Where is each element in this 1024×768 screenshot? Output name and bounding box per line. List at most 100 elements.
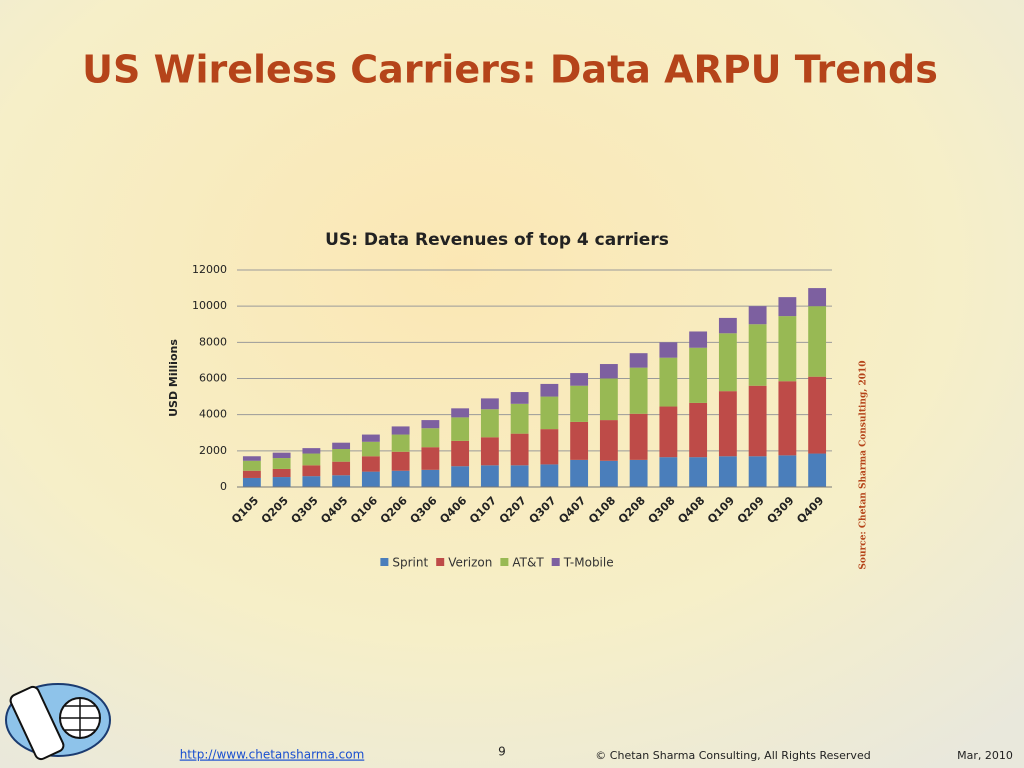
bar-segment (421, 469, 440, 487)
bar-segment (718, 333, 737, 392)
bar-segment (302, 453, 321, 466)
bar-segment (421, 428, 440, 448)
bar-segment (629, 367, 648, 414)
bar-segment (718, 391, 737, 457)
bar-segment (272, 458, 291, 469)
bar-segment (629, 353, 648, 368)
bar-segment (302, 448, 321, 454)
bar-segment (361, 471, 380, 487)
bar-segment (689, 457, 708, 487)
bar-segment (391, 434, 410, 452)
bar-segment (510, 433, 529, 466)
bar-segment (451, 408, 470, 418)
legend-label: Verizon (448, 556, 492, 570)
legend-swatch (551, 558, 560, 566)
bar-segment (778, 381, 797, 456)
bar-segment (808, 306, 827, 377)
date: Mar, 2010 (957, 749, 1013, 762)
bar-segment (480, 409, 499, 438)
bar-segment (242, 460, 261, 471)
bar-segment (242, 470, 261, 478)
bar-segment (480, 437, 499, 466)
bar-segment (570, 421, 589, 460)
page-number: 9 (498, 745, 506, 759)
chart-title: US: Data Revenues of top 4 carriers (325, 230, 669, 250)
bar-segment (778, 455, 797, 487)
bar-segment (778, 316, 797, 382)
bar-segment (689, 402, 708, 458)
y-tick-label: 2000 (199, 444, 227, 457)
y-tick-label: 4000 (199, 408, 227, 421)
logo (5, 683, 111, 761)
bar-segment (689, 331, 708, 348)
y-tick-label: 12000 (192, 263, 227, 276)
bar-segment (689, 347, 708, 403)
bar-segment (599, 378, 618, 421)
bar-segment (361, 441, 380, 457)
bar-segment (718, 317, 737, 334)
source-note: Source: Chetan Sharma Consulting, 2010 (859, 360, 869, 569)
bar-segment (421, 447, 440, 470)
bar-segment (451, 440, 470, 467)
bar-segment (540, 429, 559, 465)
y-tick-label: 0 (220, 480, 227, 493)
bar-segment (332, 442, 351, 450)
bar-segment (451, 466, 470, 487)
bar-segment (272, 468, 291, 478)
bar-segment (332, 461, 351, 476)
bar-segment (510, 392, 529, 404)
y-tick-label: 6000 (199, 372, 227, 385)
bar-segment (808, 376, 827, 454)
bar-segment (540, 383, 559, 397)
bar-segment (361, 456, 380, 472)
bar-segment (599, 364, 618, 379)
y-axis-label: USD Millions (167, 339, 180, 417)
bar-segment (510, 465, 529, 487)
legend-label: Sprint (392, 556, 428, 570)
bar-segment (778, 297, 797, 317)
bar-segment (332, 449, 351, 462)
bar-segment (480, 398, 499, 410)
bar-segment (451, 417, 470, 441)
bar-segment (629, 459, 648, 487)
bar-segment (808, 453, 827, 487)
copyright: © Chetan Sharma Consulting, All Rights R… (595, 749, 870, 762)
legend-label: T-Mobile (563, 556, 614, 570)
bar-segment (510, 403, 529, 434)
legend-swatch (380, 558, 389, 566)
bar-segment (659, 342, 678, 358)
bar-segment (302, 476, 321, 487)
bar-segment (748, 385, 767, 457)
y-tick-label: 8000 (199, 335, 227, 348)
bar-segment (629, 413, 648, 460)
bar-segment (659, 357, 678, 407)
bar-segment (748, 324, 767, 386)
bar-segment (570, 373, 589, 386)
legend-swatch (436, 558, 445, 566)
bar-segment (659, 406, 678, 458)
bar-segment (361, 434, 380, 442)
footer-link[interactable]: http://www.chetansharma.com (180, 748, 365, 762)
bar-segment (808, 288, 827, 307)
bar-segment (659, 457, 678, 487)
bar-segment (272, 477, 291, 487)
legend-label: AT&T (512, 556, 544, 570)
legend-swatch (500, 558, 509, 566)
bar-segment (272, 452, 291, 459)
bar-segment (570, 385, 589, 422)
bar-segment (332, 475, 351, 487)
bar-segment (242, 477, 261, 487)
bar-segment (391, 426, 410, 435)
bar-segment (748, 456, 767, 487)
bar-segment (748, 306, 767, 325)
bar-segment (421, 420, 440, 429)
bar-segment (570, 459, 589, 487)
bar-segment (480, 465, 499, 487)
bar-segment (599, 460, 618, 487)
bar-segment (242, 456, 261, 461)
bar-segment (391, 470, 410, 487)
bar-segment (599, 420, 618, 461)
slide-title: US Wireless Carriers: Data ARPU Trends (82, 48, 938, 92)
